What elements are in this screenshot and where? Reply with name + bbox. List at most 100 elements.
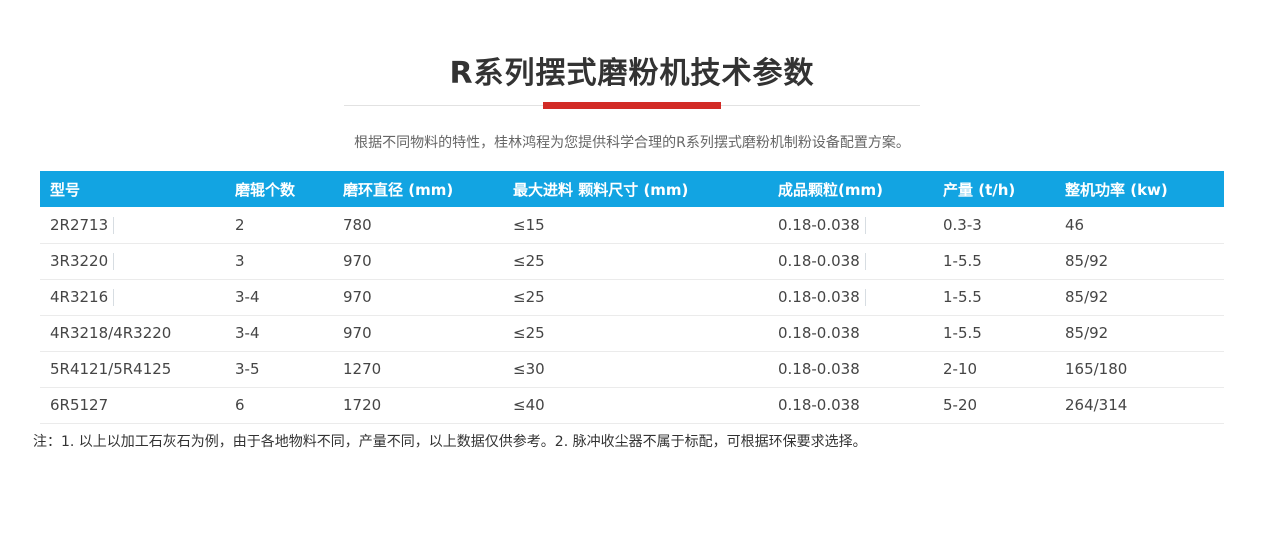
table-cell: 0.3-3 <box>933 207 1055 244</box>
column-header-2: 磨辊个数 <box>225 171 333 207</box>
column-header-7: 整机功率 (kw) <box>1055 171 1224 207</box>
table-cell: 165/180 <box>1055 351 1224 388</box>
column-header-1: 型号 <box>40 171 225 207</box>
cell-text: 5-20 <box>943 396 978 414</box>
table-cell: 6R5127 <box>40 387 225 424</box>
table-cell: 1270 <box>333 351 503 388</box>
cell-text: 970 <box>343 324 372 342</box>
cell-text: 2R2713 <box>50 215 109 234</box>
table-cell: 780 <box>333 207 503 244</box>
cell-text: ≤40 <box>513 396 545 414</box>
cell-text: 1720 <box>343 396 382 414</box>
page-title: R系列摆式磨粉机技术参数 <box>449 56 815 91</box>
table-row: 2R2713 2 780 ≤15 0.18-0.038 0.3-3 46 <box>40 207 1224 244</box>
text-cursor-artifact <box>864 253 866 270</box>
cell-text: 165/180 <box>1065 360 1128 378</box>
cell-text: 2-10 <box>943 360 978 378</box>
table-cell: ≤30 <box>503 351 768 388</box>
cell-text: 2 <box>235 215 245 234</box>
table-cell: 3-4 <box>225 279 333 316</box>
cell-text: 6R5127 <box>50 396 109 414</box>
table-cell: 970 <box>333 279 503 316</box>
footnote: 注：1. 以上以加工石灰石为例，由于各地物料不同，产量不同，以上数据仅供参考。2… <box>33 433 867 450</box>
text-cursor-artifact <box>113 216 115 234</box>
cell-text: 970 <box>343 252 372 270</box>
cell-text: 85/92 <box>1065 288 1109 306</box>
cell-text: 0.3-3 <box>943 215 982 234</box>
text-cursor-artifact <box>113 289 115 306</box>
table-cell: 0.18-0.038 <box>768 243 933 280</box>
table-row: 5R4121/5R4125 3-5 1270 ≤30 0.18-0.038 2-10 165… <box>40 351 1224 388</box>
cell-text: 0.18-0.038 <box>778 215 860 234</box>
table-cell: 0.18-0.038 <box>768 315 933 352</box>
table-cell: 2R2713 <box>40 207 225 244</box>
cell-text: 4R3216 <box>50 288 109 306</box>
table-cell: 85/92 <box>1055 279 1224 316</box>
table-cell: 1720 <box>333 387 503 424</box>
table-cell: 3R3220 <box>40 243 225 280</box>
table-cell: 0.18-0.038 <box>768 279 933 316</box>
cell-text: 264/314 <box>1065 396 1128 414</box>
table-cell: 1-5.5 <box>933 243 1055 280</box>
table-cell: 1-5.5 <box>933 279 1055 316</box>
table-cell: 970 <box>333 243 503 280</box>
cell-text: 85/92 <box>1065 324 1109 342</box>
table-cell: 2 <box>225 207 333 244</box>
cell-text: ≤25 <box>513 324 545 342</box>
table-cell: ≤25 <box>503 315 768 352</box>
table-cell: 0.18-0.038 <box>768 207 933 244</box>
cell-text: 1-5.5 <box>943 324 982 342</box>
title-divider <box>344 102 920 109</box>
table-cell: ≤40 <box>503 387 768 424</box>
table-cell: 3-4 <box>225 315 333 352</box>
table-cell: 0.18-0.038 <box>768 387 933 424</box>
column-header-4: 最大进料 颗料尺寸 (mm) <box>503 171 768 207</box>
header-row: 型号 磨辊个数 磨环直径 (mm) 最大进料 颗料尺寸 (mm) 成品颗粒(mm) 产量 … <box>40 171 1224 207</box>
table-cell: 4R3216 <box>40 279 225 316</box>
text-cursor-artifact <box>864 216 866 234</box>
column-header-5: 成品颗粒(mm) <box>768 171 933 207</box>
cell-text: ≤25 <box>513 252 545 270</box>
cell-text: 0.18-0.038 <box>778 360 860 378</box>
table-cell: 264/314 <box>1055 387 1224 424</box>
spec-table: 型号 磨辊个数 磨环直径 (mm) 最大进料 颗料尺寸 (mm) 成品颗粒(mm) 产量 … <box>40 171 1224 424</box>
table-cell: 3 <box>225 243 333 280</box>
table-row: 4R3216 3-4 970 ≤25 0.18-0.038 1-5.5 85/92 <box>40 279 1224 316</box>
cell-text: 970 <box>343 288 372 306</box>
cell-text: 5R4121/5R4125 <box>50 360 172 378</box>
cell-text: 4R3218/4R3220 <box>50 324 172 342</box>
cell-text: 3-4 <box>235 288 260 306</box>
table-cell: 6 <box>225 387 333 424</box>
table-row: 3R3220 3 970 ≤25 0.18-0.038 1-5.5 85/92 <box>40 243 1224 280</box>
cell-text: 46 <box>1065 215 1085 234</box>
page-subtitle: 根据不同物料的特性，桂林鸿程为您提供科学合理的R系列摆式磨粉机制粉设备配置方案。 <box>354 135 910 151</box>
cell-text: 1-5.5 <box>943 252 982 270</box>
table-cell: 5-20 <box>933 387 1055 424</box>
cell-text: 0.18-0.038 <box>778 252 860 270</box>
table-cell: ≤25 <box>503 279 768 316</box>
cell-text: 6 <box>235 396 245 414</box>
spec-table-header: 型号 磨辊个数 磨环直径 (mm) 最大进料 颗料尺寸 (mm) 成品颗粒(mm) 产量 … <box>40 171 1224 207</box>
column-header-6: 产量 (t/h) <box>933 171 1055 207</box>
cell-text: ≤25 <box>513 288 545 306</box>
cell-text: 0.18-0.038 <box>778 324 860 342</box>
table-cell: 970 <box>333 315 503 352</box>
table-cell: 85/92 <box>1055 243 1224 280</box>
cell-text: 1270 <box>343 360 382 378</box>
cell-text: 3 <box>235 252 245 270</box>
table-cell: 2-10 <box>933 351 1055 388</box>
table-cell: ≤25 <box>503 243 768 280</box>
cell-text: ≤15 <box>513 215 545 234</box>
cell-text: 3-5 <box>235 360 260 378</box>
cell-text: 3R3220 <box>50 252 109 270</box>
text-cursor-artifact <box>864 289 866 306</box>
spec-table-body: 2R2713 2 780 ≤15 0.18-0.038 0.3-3 46 3R3220 3 970… <box>40 207 1224 424</box>
table-cell: 0.18-0.038 <box>768 351 933 388</box>
text-cursor-artifact <box>113 253 115 270</box>
column-header-3: 磨环直径 (mm) <box>333 171 503 207</box>
cell-text: 0.18-0.038 <box>778 396 860 414</box>
table-cell: ≤15 <box>503 207 768 244</box>
table-cell: 3-5 <box>225 351 333 388</box>
table-cell: 46 <box>1055 207 1224 244</box>
table-row: 6R5127 6 1720 ≤40 0.18-0.038 5-20 264/314 <box>40 387 1224 424</box>
